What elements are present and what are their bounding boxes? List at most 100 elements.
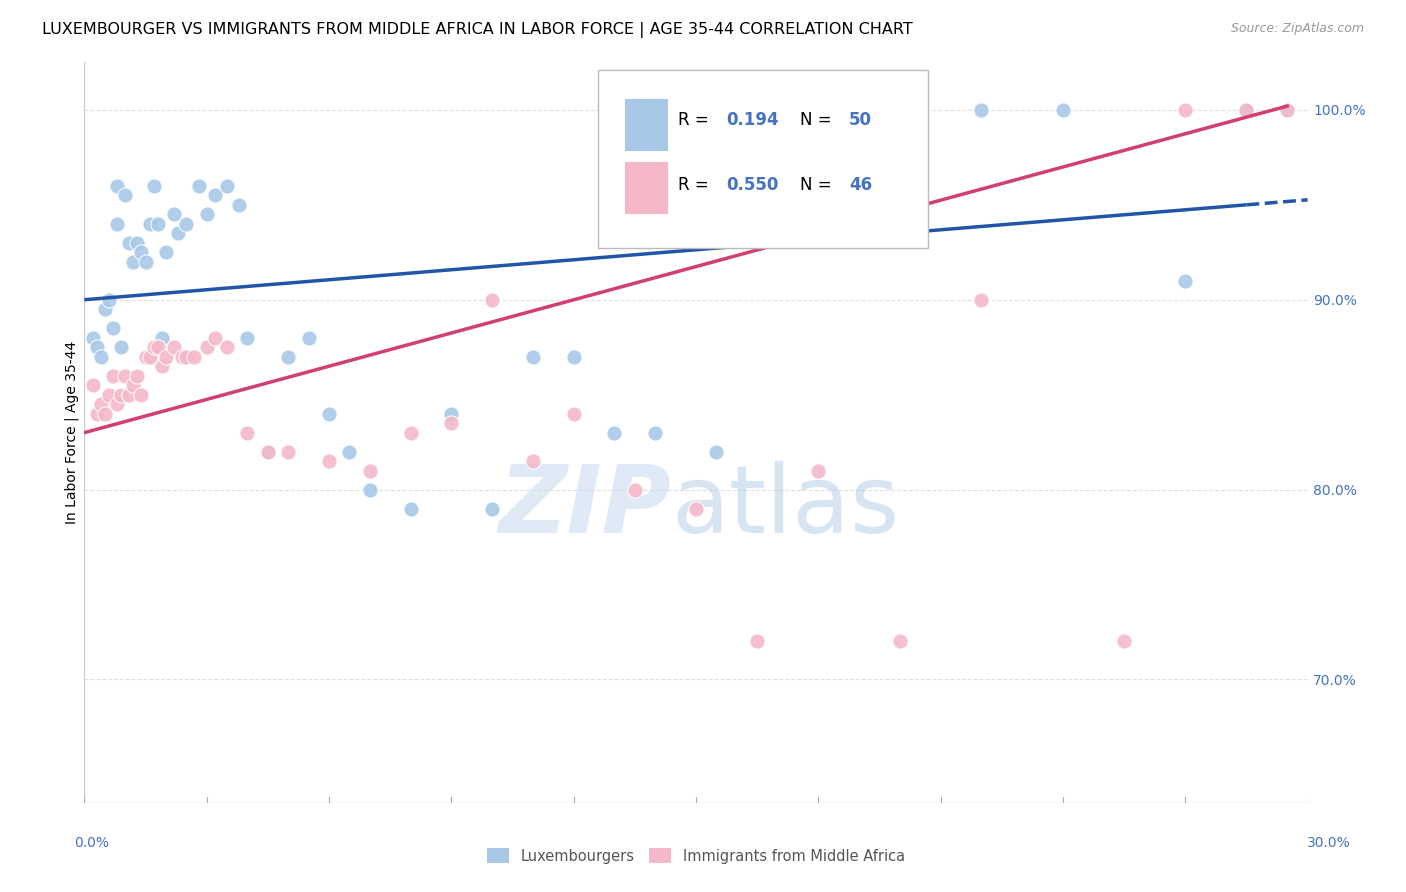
- Point: [257, 444, 280, 458]
- Point: [440, 407, 463, 421]
- Point: [624, 483, 647, 497]
- Point: [195, 340, 218, 354]
- Point: [105, 178, 128, 193]
- Point: [481, 293, 503, 307]
- Point: [644, 425, 666, 440]
- Point: [122, 378, 145, 392]
- Point: [127, 368, 149, 383]
- Point: [807, 464, 830, 478]
- Point: [93, 302, 115, 317]
- Point: [131, 245, 153, 260]
- Point: [163, 340, 186, 354]
- Point: [93, 407, 115, 421]
- Point: [146, 340, 169, 354]
- Point: [135, 350, 157, 364]
- Point: [1277, 103, 1299, 117]
- Point: [257, 444, 280, 458]
- Point: [110, 340, 132, 354]
- Point: [277, 444, 299, 458]
- Point: [828, 103, 851, 117]
- Point: [970, 293, 993, 307]
- Point: [970, 103, 993, 117]
- Text: Source: ZipAtlas.com: Source: ZipAtlas.com: [1230, 22, 1364, 36]
- Point: [522, 350, 544, 364]
- Point: [562, 407, 585, 421]
- Point: [122, 254, 145, 268]
- FancyBboxPatch shape: [598, 70, 928, 247]
- Legend: Luxembourgers, Immigrants from Middle Africa: Luxembourgers, Immigrants from Middle Af…: [481, 842, 911, 870]
- Point: [522, 454, 544, 468]
- Point: [174, 350, 197, 364]
- Point: [359, 464, 381, 478]
- Text: R =: R =: [678, 112, 714, 129]
- Point: [1174, 274, 1197, 288]
- Point: [204, 331, 226, 345]
- Point: [399, 425, 422, 440]
- Text: N =: N =: [800, 112, 837, 129]
- Point: [118, 235, 141, 250]
- Point: [146, 217, 169, 231]
- Point: [359, 483, 381, 497]
- Point: [82, 378, 104, 392]
- Point: [167, 227, 190, 241]
- Point: [217, 340, 239, 354]
- Text: 0.0%: 0.0%: [75, 836, 108, 850]
- Text: atlas: atlas: [672, 460, 900, 553]
- Point: [277, 350, 299, 364]
- Point: [105, 397, 128, 411]
- Point: [150, 331, 173, 345]
- Text: 0.550: 0.550: [727, 176, 779, 194]
- Point: [114, 188, 136, 202]
- Point: [706, 444, 728, 458]
- Point: [163, 207, 186, 221]
- Point: [101, 368, 124, 383]
- Point: [142, 178, 165, 193]
- Text: 50: 50: [849, 112, 872, 129]
- Point: [562, 350, 585, 364]
- Point: [86, 340, 108, 354]
- Point: [889, 634, 911, 648]
- Point: [138, 217, 160, 231]
- Point: [603, 425, 626, 440]
- Point: [747, 103, 769, 117]
- Point: [174, 217, 197, 231]
- Point: [204, 188, 226, 202]
- Point: [118, 387, 141, 401]
- Point: [97, 293, 120, 307]
- Point: [481, 501, 503, 516]
- Point: [82, 331, 104, 345]
- Point: [236, 425, 259, 440]
- Point: [685, 501, 707, 516]
- Point: [318, 407, 340, 421]
- Point: [86, 407, 108, 421]
- Point: [172, 350, 194, 364]
- Point: [1236, 103, 1258, 117]
- Point: [187, 178, 209, 193]
- Point: [1052, 103, 1074, 117]
- Point: [101, 321, 124, 335]
- Point: [135, 254, 157, 268]
- Text: N =: N =: [800, 176, 837, 194]
- Point: [155, 350, 177, 364]
- Bar: [626, 99, 668, 152]
- Point: [183, 350, 205, 364]
- Y-axis label: In Labor Force | Age 35-44: In Labor Force | Age 35-44: [65, 341, 79, 524]
- Point: [90, 397, 112, 411]
- Point: [318, 454, 340, 468]
- Point: [131, 387, 153, 401]
- Point: [127, 235, 149, 250]
- Point: [236, 331, 259, 345]
- Point: [138, 350, 160, 364]
- Text: 46: 46: [849, 176, 872, 194]
- Bar: [626, 162, 668, 214]
- Point: [90, 350, 112, 364]
- Text: 0.194: 0.194: [727, 112, 779, 129]
- Point: [217, 178, 239, 193]
- Point: [142, 340, 165, 354]
- Point: [195, 207, 218, 221]
- Point: [1236, 103, 1258, 117]
- Point: [298, 331, 321, 345]
- Text: ZIP: ZIP: [499, 460, 672, 553]
- Point: [1277, 103, 1299, 117]
- Point: [110, 387, 132, 401]
